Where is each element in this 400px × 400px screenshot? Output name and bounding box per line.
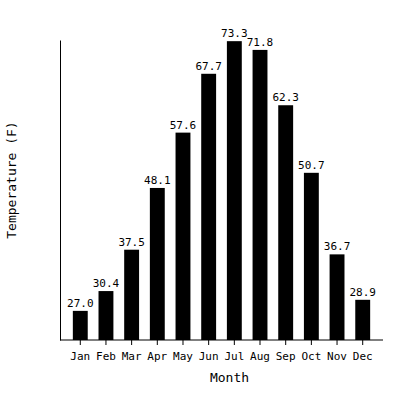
y-axis: [60, 41, 61, 341]
bar: [253, 50, 268, 340]
bar: [150, 188, 165, 340]
tick-mark: [105, 340, 106, 345]
data-label: 37.5: [118, 236, 145, 249]
bars: [73, 41, 370, 340]
tick-mark: [157, 340, 158, 345]
bar: [73, 311, 88, 340]
bar: [278, 105, 293, 340]
tick-mark: [131, 340, 132, 345]
tick-mark: [208, 340, 209, 345]
tick-label: Jun: [199, 350, 219, 363]
x-axis-title: Month: [210, 370, 249, 385]
data-label: 48.1: [144, 174, 171, 187]
data-label: 50.7: [298, 159, 325, 172]
tick-mark: [234, 340, 235, 345]
tick-mark: [80, 340, 81, 345]
bar: [99, 291, 114, 340]
tick-mark: [337, 340, 338, 345]
data-label: 27.0: [67, 297, 94, 310]
tick: Sep: [276, 340, 296, 363]
tick-label: Jan: [70, 350, 90, 363]
tick-label: Nov: [327, 350, 347, 363]
tick-mark: [311, 340, 312, 345]
chart: 27.0 30.4 37.5 48.1 57.6 67.7 73.371.8 62.3 50.7…: [0, 0, 400, 400]
bar: [227, 41, 242, 340]
tick: May: [173, 340, 193, 363]
tick: Oct: [301, 340, 321, 363]
bar: [201, 74, 216, 340]
tick-label: Feb: [96, 350, 116, 363]
tick: Jun: [199, 340, 219, 363]
axis-line: [60, 340, 383, 341]
data-label: 73.3: [221, 27, 248, 40]
tick-mark: [362, 340, 363, 345]
tick: Apr: [147, 340, 167, 363]
data-label: 62.3: [272, 91, 299, 104]
tick: Aug: [250, 340, 270, 363]
tick-mark: [260, 340, 261, 345]
tick: Mar: [122, 340, 142, 363]
data-label: 36.7: [324, 240, 351, 253]
bar: [330, 254, 345, 340]
data-label: 28.9: [349, 286, 376, 299]
tick-mark: [285, 340, 286, 345]
tick: Feb: [96, 340, 116, 363]
tick: Jan: [70, 340, 90, 363]
tick-label: Oct: [301, 350, 321, 363]
tick: Jul: [224, 340, 244, 363]
tick-label: Mar: [122, 350, 142, 363]
data-labels: 27.0 30.4 37.5 48.1 57.6 67.7 73.371.8 62.3 50.7…: [67, 27, 376, 310]
bar: [355, 300, 370, 340]
tick-label: Jul: [224, 350, 244, 363]
data-label: 71.8: [247, 36, 274, 49]
tick-mark: [182, 340, 183, 345]
data-label: 57.6: [170, 119, 197, 132]
bar: [176, 133, 191, 340]
y-axis-title: Temperature (F): [4, 121, 19, 238]
tick: Dec: [353, 340, 373, 363]
tick: Nov: [327, 340, 347, 363]
tick-label: Sep: [276, 350, 296, 363]
tick-label: May: [173, 350, 193, 363]
tick-label: Aug: [250, 350, 270, 363]
bar: [124, 250, 139, 340]
data-label: 30.4: [93, 277, 120, 290]
bar: [304, 173, 319, 340]
tick-label: Apr: [147, 350, 167, 363]
axis-line: [60, 41, 61, 341]
tick-label: Dec: [353, 350, 373, 363]
data-label: 67.7: [195, 60, 222, 73]
x-axis: Jan Feb Mar Apr May Jun Jul Aug Sep Oct Nov Dec: [60, 340, 383, 363]
